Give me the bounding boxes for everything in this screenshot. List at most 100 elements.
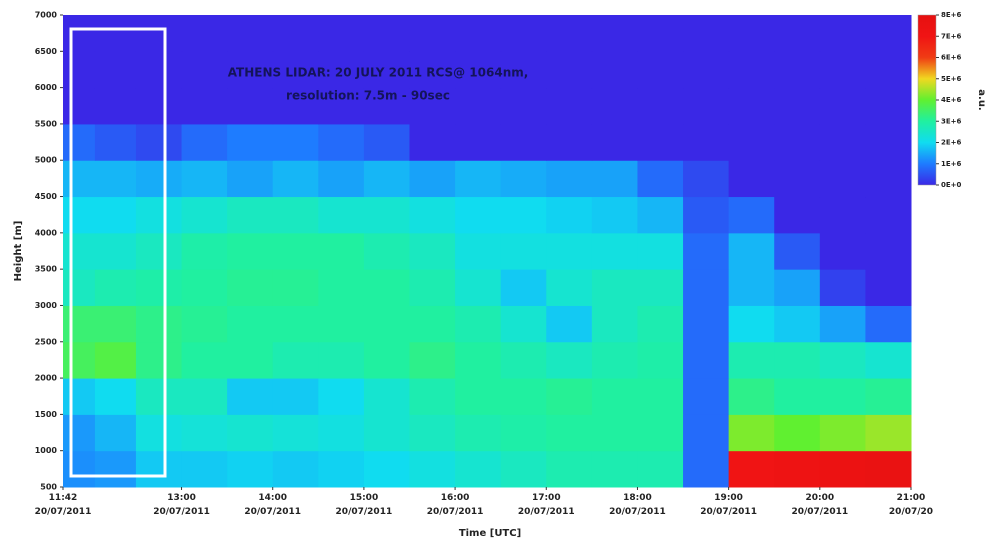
- heat-cell: [865, 269, 911, 306]
- heat-cell: [409, 342, 455, 379]
- heat-cell: [409, 378, 455, 415]
- heat-cell: [409, 197, 455, 234]
- heat-cell: [63, 451, 95, 488]
- heat-cell: [318, 233, 364, 270]
- heat-cell: [227, 160, 273, 197]
- heat-cell: [63, 269, 95, 306]
- heat-cell: [364, 414, 410, 451]
- heat-cell: [182, 305, 228, 342]
- heat-cell: [136, 88, 182, 125]
- x-tick-label: 14:00 20/07/2011: [228, 491, 318, 519]
- heat-cell: [63, 342, 95, 379]
- heat-cell: [273, 451, 319, 488]
- heat-cell: [774, 451, 820, 488]
- heat-cell: [820, 378, 866, 415]
- colorbar-tick-label: 7E+6: [941, 32, 962, 40]
- heat-cell: [318, 305, 364, 342]
- heat-cell: [455, 233, 501, 270]
- heat-cell: [227, 88, 273, 125]
- heat-cell: [227, 414, 273, 451]
- heat-cell: [409, 15, 455, 52]
- heat-cell: [546, 51, 592, 88]
- y-tick-label: 5500: [35, 119, 58, 128]
- heat-cell: [683, 51, 729, 88]
- heat-cell: [455, 15, 501, 52]
- heat-cell: [501, 197, 547, 234]
- heat-cell: [774, 233, 820, 270]
- heat-cell: [820, 451, 866, 488]
- heat-cell: [546, 233, 592, 270]
- heat-cell: [136, 269, 182, 306]
- heat-cell: [774, 414, 820, 451]
- colorbar-tick-label: 8E+6: [941, 11, 962, 19]
- heat-cell: [637, 51, 683, 88]
- heat-cell: [95, 414, 137, 451]
- heat-cell: [455, 378, 501, 415]
- heat-cell: [455, 305, 501, 342]
- heat-cell: [95, 88, 137, 125]
- heat-cell: [820, 305, 866, 342]
- heat-cell: [182, 160, 228, 197]
- heat-cell: [729, 51, 775, 88]
- heat-cell: [683, 160, 729, 197]
- y-tick-label: 2000: [35, 374, 58, 383]
- heat-cell: [865, 197, 911, 234]
- heat-cell: [63, 197, 95, 234]
- y-tick-label: 6500: [35, 47, 58, 56]
- y-tick-label: 6000: [35, 83, 58, 92]
- heat-cell: [273, 124, 319, 161]
- heat-cell: [592, 124, 638, 161]
- heat-cell: [501, 378, 547, 415]
- y-tick-label: 4000: [35, 228, 58, 237]
- heat-cell: [546, 305, 592, 342]
- heat-cell: [774, 378, 820, 415]
- x-axis-label: Time [UTC]: [459, 528, 521, 539]
- heat-cell: [182, 197, 228, 234]
- heat-cell: [774, 305, 820, 342]
- colorbar: [918, 15, 936, 185]
- heat-cell: [820, 88, 866, 125]
- heat-cell: [683, 124, 729, 161]
- heat-cell: [409, 160, 455, 197]
- heat-cell: [182, 51, 228, 88]
- heat-cell: [637, 233, 683, 270]
- heat-cell: [683, 269, 729, 306]
- heat-cell: [136, 15, 182, 52]
- heat-cell: [865, 378, 911, 415]
- heat-cell: [63, 15, 95, 52]
- heat-cell: [136, 197, 182, 234]
- heat-cell: [820, 414, 866, 451]
- heat-cell: [273, 160, 319, 197]
- heat-cell: [774, 124, 820, 161]
- heat-cell: [501, 451, 547, 488]
- heat-cell: [592, 378, 638, 415]
- heat-cell: [729, 197, 775, 234]
- heat-cell: [774, 197, 820, 234]
- heat-cell: [546, 124, 592, 161]
- heat-cell: [729, 88, 775, 125]
- heat-cell: [729, 269, 775, 306]
- heat-cell: [592, 51, 638, 88]
- heat-cell: [501, 160, 547, 197]
- heat-cell: [63, 378, 95, 415]
- heat-cell: [136, 160, 182, 197]
- x-tick-label: 21:00 20/07/20: [866, 491, 956, 519]
- y-tick-label: 1000: [35, 446, 58, 455]
- heat-cell: [683, 342, 729, 379]
- heat-cell: [683, 451, 729, 488]
- heat-cell: [774, 342, 820, 379]
- heat-cell: [683, 305, 729, 342]
- heat-cell: [364, 233, 410, 270]
- y-tick-label: 5000: [35, 156, 58, 165]
- heat-cell: [546, 88, 592, 125]
- heat-cell: [637, 197, 683, 234]
- heat-cell: [820, 269, 866, 306]
- heat-cell: [546, 269, 592, 306]
- x-tick-label: 17:00 20/07/2011: [501, 491, 591, 519]
- heat-cell: [318, 124, 364, 161]
- heat-cell: [182, 414, 228, 451]
- y-tick-label: 3500: [35, 265, 58, 274]
- page: ATHENS LIDAR: 20 JULY 2011 RCS@ 1064nm, …: [0, 0, 989, 541]
- heat-cell: [182, 378, 228, 415]
- heat-cell: [364, 451, 410, 488]
